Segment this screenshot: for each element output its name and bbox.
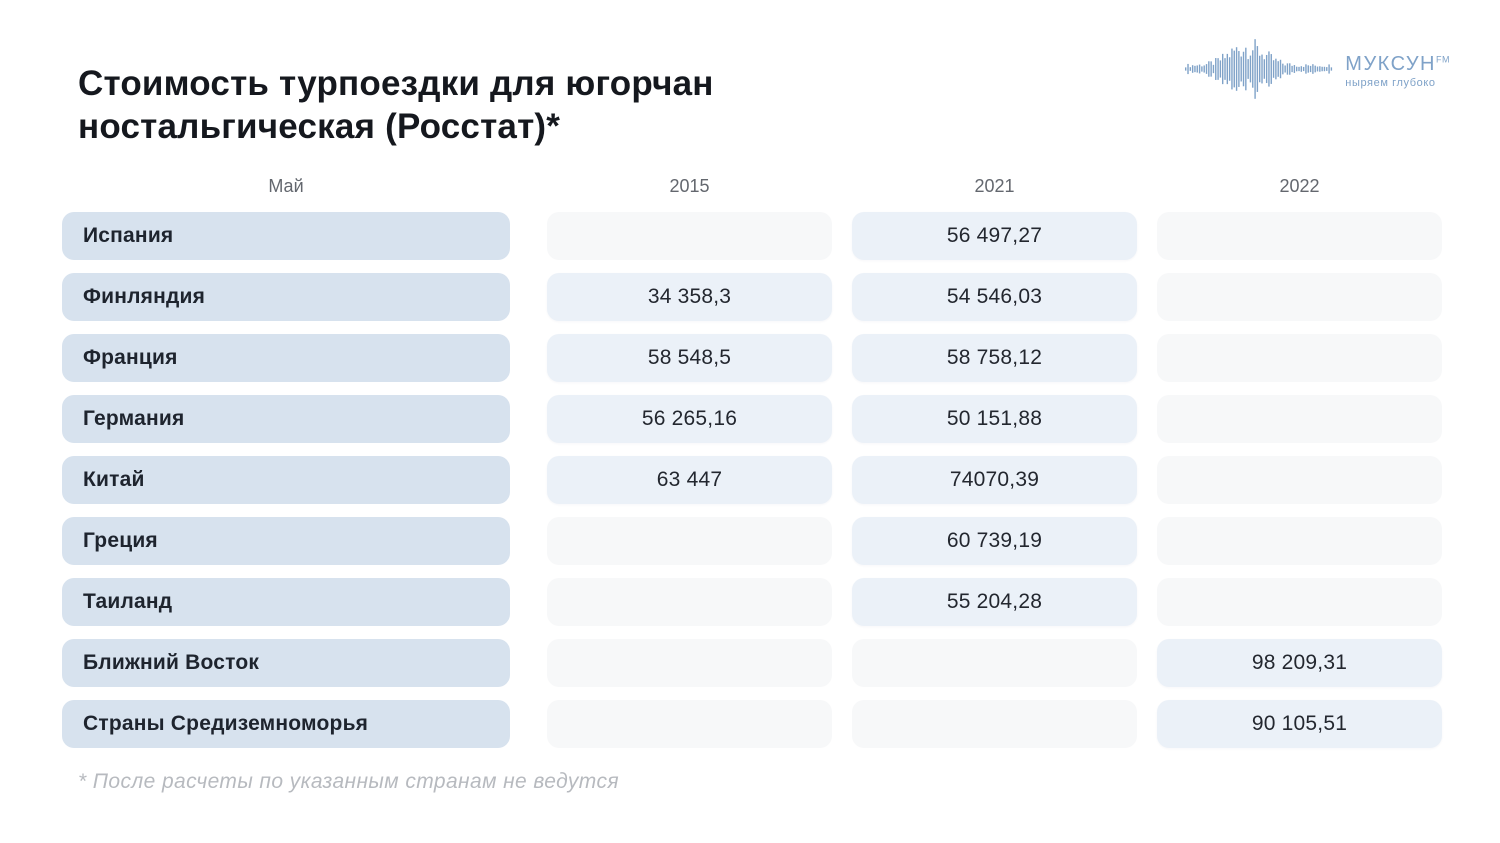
table-row: Китай 63 447 74070,39 (62, 456, 1442, 504)
value-cell (1157, 212, 1442, 260)
country-cell: Китай (62, 456, 510, 504)
country-cell: Таиланд (62, 578, 510, 626)
value-cell: 58 758,12 (852, 334, 1137, 382)
value-cell: 90 105,51 (1157, 700, 1442, 748)
value-cell: 56 265,16 (547, 395, 832, 443)
country-cell: Франция (62, 334, 510, 382)
value-cell (547, 639, 832, 687)
country-cell: Греция (62, 517, 510, 565)
logo-tagline: ныряем глубоко (1345, 76, 1436, 89)
footnote: * После расчеты по указанным странам не … (78, 770, 619, 793)
value-cell: 60 739,19 (852, 517, 1137, 565)
value-cell (547, 578, 832, 626)
muksun-fm-logo: МУКСУНFM ныряем глубоко (1183, 36, 1450, 106)
logo-text: МУКСУНFM ныряем глубоко (1345, 54, 1450, 89)
value-cell: 50 151,88 (852, 395, 1137, 443)
table-header-row: Май 2015 2021 2022 (62, 172, 1442, 200)
soundwave-icon (1185, 39, 1333, 99)
country-cell: Испания (62, 212, 510, 260)
table-row: Финляндия 34 358,3 54 546,03 (62, 273, 1442, 321)
table-row: Греция 60 739,19 (62, 517, 1442, 565)
value-cell (547, 212, 832, 260)
table-row: Ближний Восток 98 209,31 (62, 639, 1442, 687)
table-row: Испания 56 497,27 (62, 212, 1442, 260)
page-title: Стоимость турпоездки для югорчан носталь… (78, 64, 714, 147)
value-cell (1157, 395, 1442, 443)
table-row: Франция 58 548,5 58 758,12 (62, 334, 1442, 382)
value-cell: 74070,39 (852, 456, 1137, 504)
value-cell (1157, 517, 1442, 565)
col-header-2022: 2022 (1279, 175, 1320, 196)
value-cell (852, 639, 1137, 687)
value-cell: 63 447 (547, 456, 832, 504)
table-rows: Испания 56 497,27 Финляндия 34 358,3 54 546,… (62, 212, 1442, 748)
table-row: Таиланд 55 204,28 (62, 578, 1442, 626)
value-cell: 54 546,03 (852, 273, 1137, 321)
table-row: Германия 56 265,16 50 151,88 (62, 395, 1442, 443)
col-header-2015: 2015 (669, 175, 710, 196)
value-cell (1157, 456, 1442, 504)
value-cell: 58 548,5 (547, 334, 832, 382)
value-cell (547, 700, 832, 748)
country-cell: Германия (62, 395, 510, 443)
value-cell: 98 209,31 (1157, 639, 1442, 687)
country-cell: Ближний Восток (62, 639, 510, 687)
value-cell (1157, 578, 1442, 626)
table-row: Страны Средиземноморья 90 105,51 (62, 700, 1442, 748)
value-cell (852, 700, 1137, 748)
value-cell (547, 517, 832, 565)
value-cell: 34 358,3 (547, 273, 832, 321)
country-cell: Страны Средиземноморья (62, 700, 510, 748)
country-cell: Финляндия (62, 273, 510, 321)
logo-superscript: FM (1436, 53, 1450, 64)
col-header-month: Май (268, 175, 304, 196)
value-cell: 55 204,28 (852, 578, 1137, 626)
value-cell (1157, 334, 1442, 382)
data-table: Май 2015 2021 2022 Испания 56 497,27 Финля… (62, 172, 1442, 761)
logo-name: МУКСУНFM (1345, 54, 1450, 74)
value-cell: 56 497,27 (852, 212, 1137, 260)
value-cell (1157, 273, 1442, 321)
col-header-2021: 2021 (974, 175, 1015, 196)
logo-name-text: МУКСУН (1345, 52, 1436, 75)
